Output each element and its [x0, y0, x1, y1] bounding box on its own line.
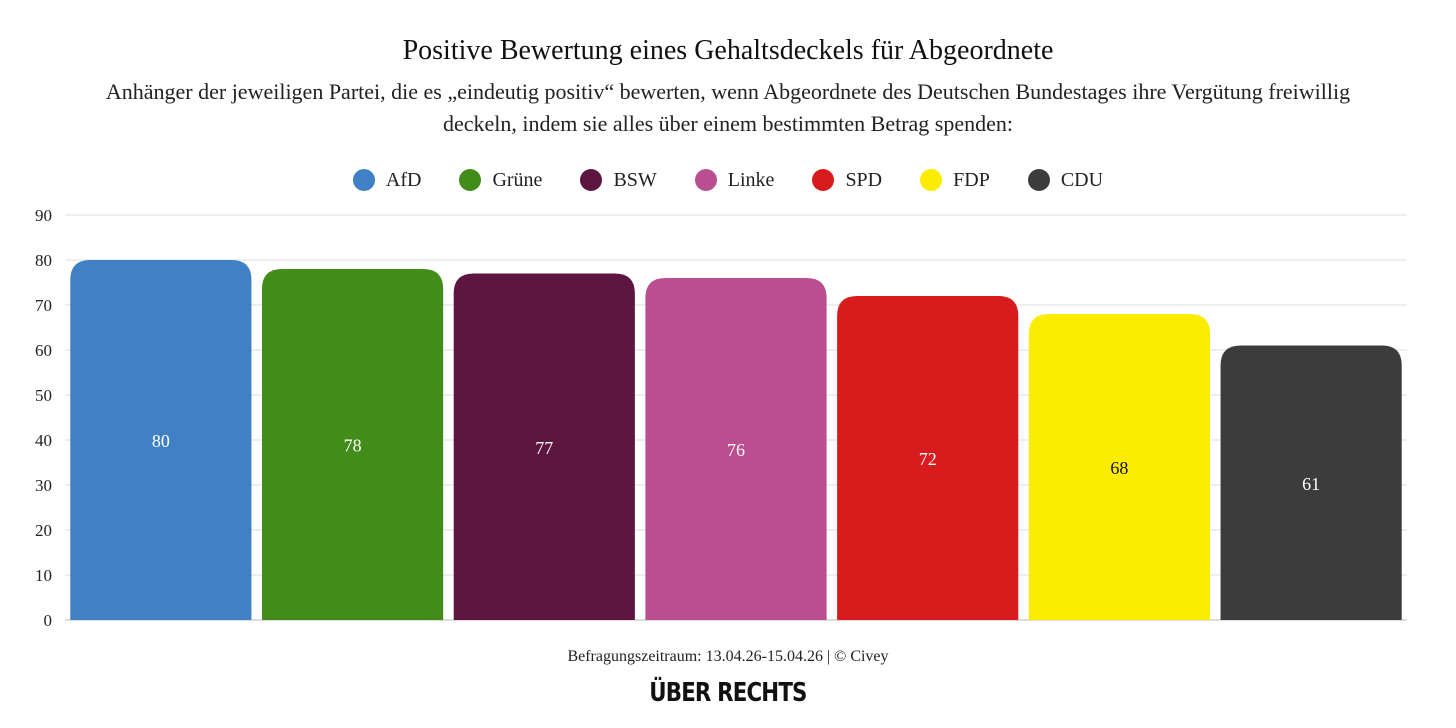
bar-data-label: 61 [1302, 474, 1320, 494]
legend-item: AfD [352, 168, 422, 192]
bar-data-label: 68 [1110, 458, 1128, 478]
y-tick-label: 20 [35, 521, 52, 540]
bar-chart: 0 10 20 30 40 50 60 70 80 90 80 78 77 76 72 68 61 [35, 206, 1407, 630]
legend-label: AfD [385, 168, 422, 191]
y-tick-label: 0 [44, 611, 53, 630]
y-tick-label: 50 [35, 386, 52, 405]
bar [1220, 345, 1402, 620]
legend-swatch [1027, 169, 1050, 191]
legend-label: Grüne [492, 168, 543, 191]
legend-swatch [812, 169, 835, 191]
brand-logo: ÜBER RECHTS [0, 678, 1456, 708]
footer-source: Befragungszeitraum: 13.04.26-15.04.26 | … [567, 648, 889, 665]
legend-swatch [694, 169, 717, 191]
bar-data-label: 76 [727, 440, 745, 460]
bar-data-label: 80 [152, 431, 170, 451]
chart-subtitle: Anhänger der jeweiligen Partei, die es „… [105, 79, 1351, 136]
y-tick-label: 80 [35, 251, 52, 270]
legend-label: BSW [613, 168, 657, 191]
legend-item: CDU [1027, 168, 1104, 192]
legend-item: SPD [812, 169, 882, 192]
legend: AfD Grüne BSW Linke SPD FDP CDU [0, 166, 1456, 194]
legend-label: CDU [1060, 168, 1104, 191]
bar-data-label: 78 [344, 436, 362, 456]
y-tick-label: 10 [35, 566, 52, 585]
legend-item: Grüne [459, 169, 542, 192]
legend-swatch [920, 169, 943, 191]
bar [1028, 314, 1211, 620]
legend-label: SPD [845, 168, 883, 191]
bar-data-label: 77 [535, 438, 553, 458]
bar [645, 278, 827, 620]
y-tick-label: 90 [35, 206, 52, 225]
bar [261, 269, 444, 620]
brand-logo-text: ÜBER RECHTS [649, 678, 807, 708]
legend-item: FDP [920, 169, 990, 192]
y-tick-label: 70 [35, 296, 52, 315]
y-tick-label: 30 [35, 476, 52, 495]
legend-label: FDP [953, 168, 990, 191]
y-tick-label: 60 [35, 341, 52, 360]
legend-swatch [580, 169, 603, 191]
bar [70, 260, 252, 620]
legend-swatch [352, 169, 375, 191]
legend-item: Linke [694, 168, 775, 192]
chart-title: Positive Bewertung eines Gehaltsdeckels … [402, 35, 1054, 66]
bar [453, 273, 635, 620]
bar-data-label: 72 [919, 449, 937, 469]
legend-label: Linke [727, 168, 775, 191]
legend-swatch [459, 169, 482, 191]
legend-item: BSW [580, 168, 657, 192]
y-tick-label: 40 [35, 431, 52, 450]
bar [837, 296, 1019, 620]
